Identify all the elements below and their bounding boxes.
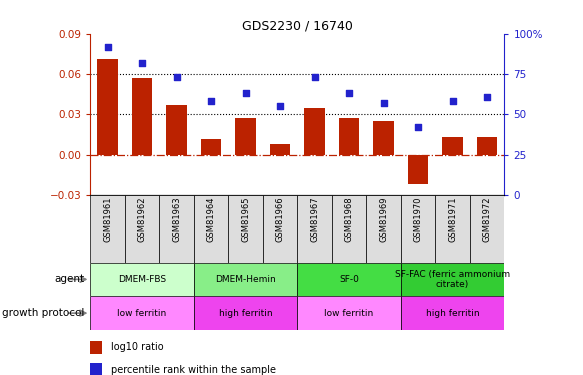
Bar xyxy=(132,78,152,154)
Bar xyxy=(166,105,187,154)
Point xyxy=(448,99,457,105)
Bar xyxy=(194,195,229,262)
Text: high ferritin: high ferritin xyxy=(219,309,272,318)
Point xyxy=(241,90,250,96)
Bar xyxy=(159,195,194,262)
Text: growth protocol: growth protocol xyxy=(2,308,85,318)
Bar xyxy=(401,195,436,262)
Bar xyxy=(401,296,504,330)
Bar xyxy=(235,118,256,154)
Text: GSM81967: GSM81967 xyxy=(310,196,319,242)
Text: SF-FAC (ferric ammonium
citrate): SF-FAC (ferric ammonium citrate) xyxy=(395,270,510,289)
Point xyxy=(138,60,147,66)
Bar xyxy=(304,108,325,154)
Text: SF-0: SF-0 xyxy=(339,275,359,284)
Bar xyxy=(90,296,194,330)
Text: low ferritin: low ferritin xyxy=(118,309,167,318)
Bar xyxy=(373,121,394,154)
Point xyxy=(103,44,113,50)
Bar xyxy=(263,195,297,262)
Bar xyxy=(90,340,102,354)
Bar xyxy=(339,118,359,154)
Text: GSM81970: GSM81970 xyxy=(413,196,423,242)
Text: DMEM-FBS: DMEM-FBS xyxy=(118,275,166,284)
Text: low ferritin: low ferritin xyxy=(325,309,374,318)
Bar xyxy=(442,137,463,154)
Bar xyxy=(97,59,118,154)
Text: GSM81962: GSM81962 xyxy=(138,196,146,242)
Point xyxy=(482,94,491,100)
Text: GSM81966: GSM81966 xyxy=(276,196,285,242)
Point xyxy=(206,99,216,105)
Bar xyxy=(477,137,497,154)
Text: GSM81961: GSM81961 xyxy=(103,196,112,242)
Text: log10 ratio: log10 ratio xyxy=(111,342,163,352)
Bar xyxy=(332,195,366,262)
Point xyxy=(413,124,423,130)
Title: GDS2230 / 16740: GDS2230 / 16740 xyxy=(242,20,353,33)
Bar xyxy=(90,262,194,296)
Bar xyxy=(201,139,222,154)
Point xyxy=(345,90,354,96)
Bar xyxy=(470,195,504,262)
Bar xyxy=(436,195,470,262)
Bar xyxy=(408,154,429,184)
Text: GSM81969: GSM81969 xyxy=(379,196,388,242)
Text: GSM81968: GSM81968 xyxy=(345,196,353,242)
Text: DMEM-Hemin: DMEM-Hemin xyxy=(215,275,276,284)
Bar xyxy=(229,195,263,262)
Bar xyxy=(297,195,332,262)
Text: GSM81972: GSM81972 xyxy=(483,196,491,242)
Bar xyxy=(125,195,159,262)
Bar xyxy=(194,262,297,296)
Text: agent: agent xyxy=(54,274,85,284)
Bar xyxy=(297,262,401,296)
Bar xyxy=(90,195,125,262)
Bar xyxy=(90,363,102,375)
Bar xyxy=(401,262,504,296)
Text: percentile rank within the sample: percentile rank within the sample xyxy=(111,365,276,375)
Point xyxy=(379,100,388,106)
Point xyxy=(172,74,181,80)
Bar xyxy=(194,296,297,330)
Text: high ferritin: high ferritin xyxy=(426,309,479,318)
Bar xyxy=(297,296,401,330)
Text: GSM81965: GSM81965 xyxy=(241,196,250,242)
Text: GSM81964: GSM81964 xyxy=(206,196,216,242)
Text: GSM81963: GSM81963 xyxy=(172,196,181,242)
Point xyxy=(275,103,285,110)
Bar xyxy=(270,144,290,154)
Text: GSM81971: GSM81971 xyxy=(448,196,457,242)
Point xyxy=(310,74,319,80)
Bar xyxy=(366,195,401,262)
